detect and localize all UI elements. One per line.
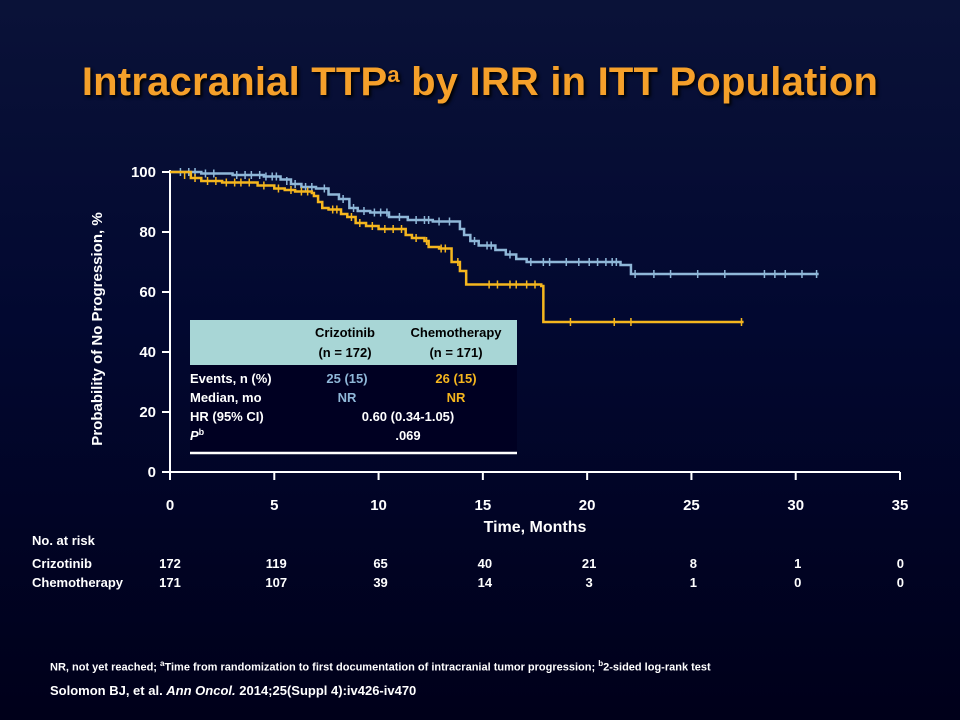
at-risk-value: 0 [897,556,904,571]
x-axis-label: Time, Months [484,519,587,536]
footnote: NR, not yet reached; aTime from randomiz… [50,659,711,674]
at-risk-value: 65 [373,556,387,571]
table-row-label: Median, mo [190,390,262,405]
series-line [170,170,819,276]
at-risk-value: 14 [478,575,493,590]
chart-axes: 0 20 40 60 80 100 0 5 10 15 20 25 30 35 Time, Months Pr… [89,164,908,536]
at-risk-heading: No. at risk [32,533,96,548]
x-tick-label: 30 [787,497,804,514]
at-risk-row-name: Crizotinib [32,556,92,571]
at-risk-value: 0 [794,575,801,590]
y-tick-label: 100 [131,164,156,181]
y-tick-label: 20 [139,404,156,421]
summary-table: Crizotinib (n = 172) Chemotherapy (n = 171)… [190,320,517,455]
y-axis-label: Probability of No Progression, % [89,212,106,445]
x-tick-label: 35 [892,497,909,514]
at-risk-value: 119 [266,556,287,571]
table-chemotherapy-value: NR [447,390,466,405]
at-risk-value: 107 [265,575,287,590]
at-risk-value: 1 [690,575,697,590]
at-risk-value: 1 [794,556,801,571]
x-tick-label: 10 [370,497,387,514]
at-risk-value: 172 [159,556,181,571]
at-risk-value: 39 [373,575,387,590]
x-tick-label: 20 [579,497,596,514]
table-crizotinib-value: 25 (15) [326,371,367,386]
table-header-band [190,320,517,365]
series-chemotherapy [170,170,744,326]
x-tick-label: 0 [166,497,174,514]
table-chemotherapy-value: 26 (15) [435,371,476,386]
x-tick-label: 25 [683,497,700,514]
series-line [170,170,744,324]
table-header-line2: (n = 171) [429,345,482,360]
at-risk-value: 40 [478,556,492,571]
at-risk-row-name: Chemotherapy [32,575,124,590]
series-crizotinib [170,168,819,278]
at-risk-table: No. at risk Crizotinib 172 119 65 40 21 8 1 0 Chem… [32,533,904,590]
at-risk-value: 3 [586,575,593,590]
page-title: Intracranial TTPa by IRR in ITT Populati… [81,60,879,104]
y-tick-label: 40 [139,344,156,361]
table-header-line1: Chemotherapy [410,325,502,340]
title-superscript: a [387,62,400,87]
x-tick-label: 15 [475,497,492,514]
table-row-label: Events, n (%) [190,371,272,386]
citation: Solomon BJ, et al. Ann Oncol. 2014;25(Su… [50,683,417,698]
table-header-line2: (n = 172) [318,345,371,360]
x-tick-label: 5 [270,497,278,514]
table-header-line1: Crizotinib [315,325,375,340]
table-row-label: HR (95% CI) [190,409,264,424]
y-tick-label: 60 [139,284,156,301]
chart-curves [170,168,819,326]
at-risk-value: 0 [897,575,904,590]
at-risk-value: 21 [582,556,596,571]
at-risk-value: 8 [690,556,697,571]
y-tick-label: 0 [148,464,156,481]
y-tick-label: 80 [139,224,156,241]
table-crizotinib-value: NR [338,390,357,405]
table-combined-value: .069 [395,428,420,443]
at-risk-value: 171 [159,575,181,590]
table-body [190,365,517,453]
table-combined-value: 0.60 (0.34-1.05) [362,409,455,424]
